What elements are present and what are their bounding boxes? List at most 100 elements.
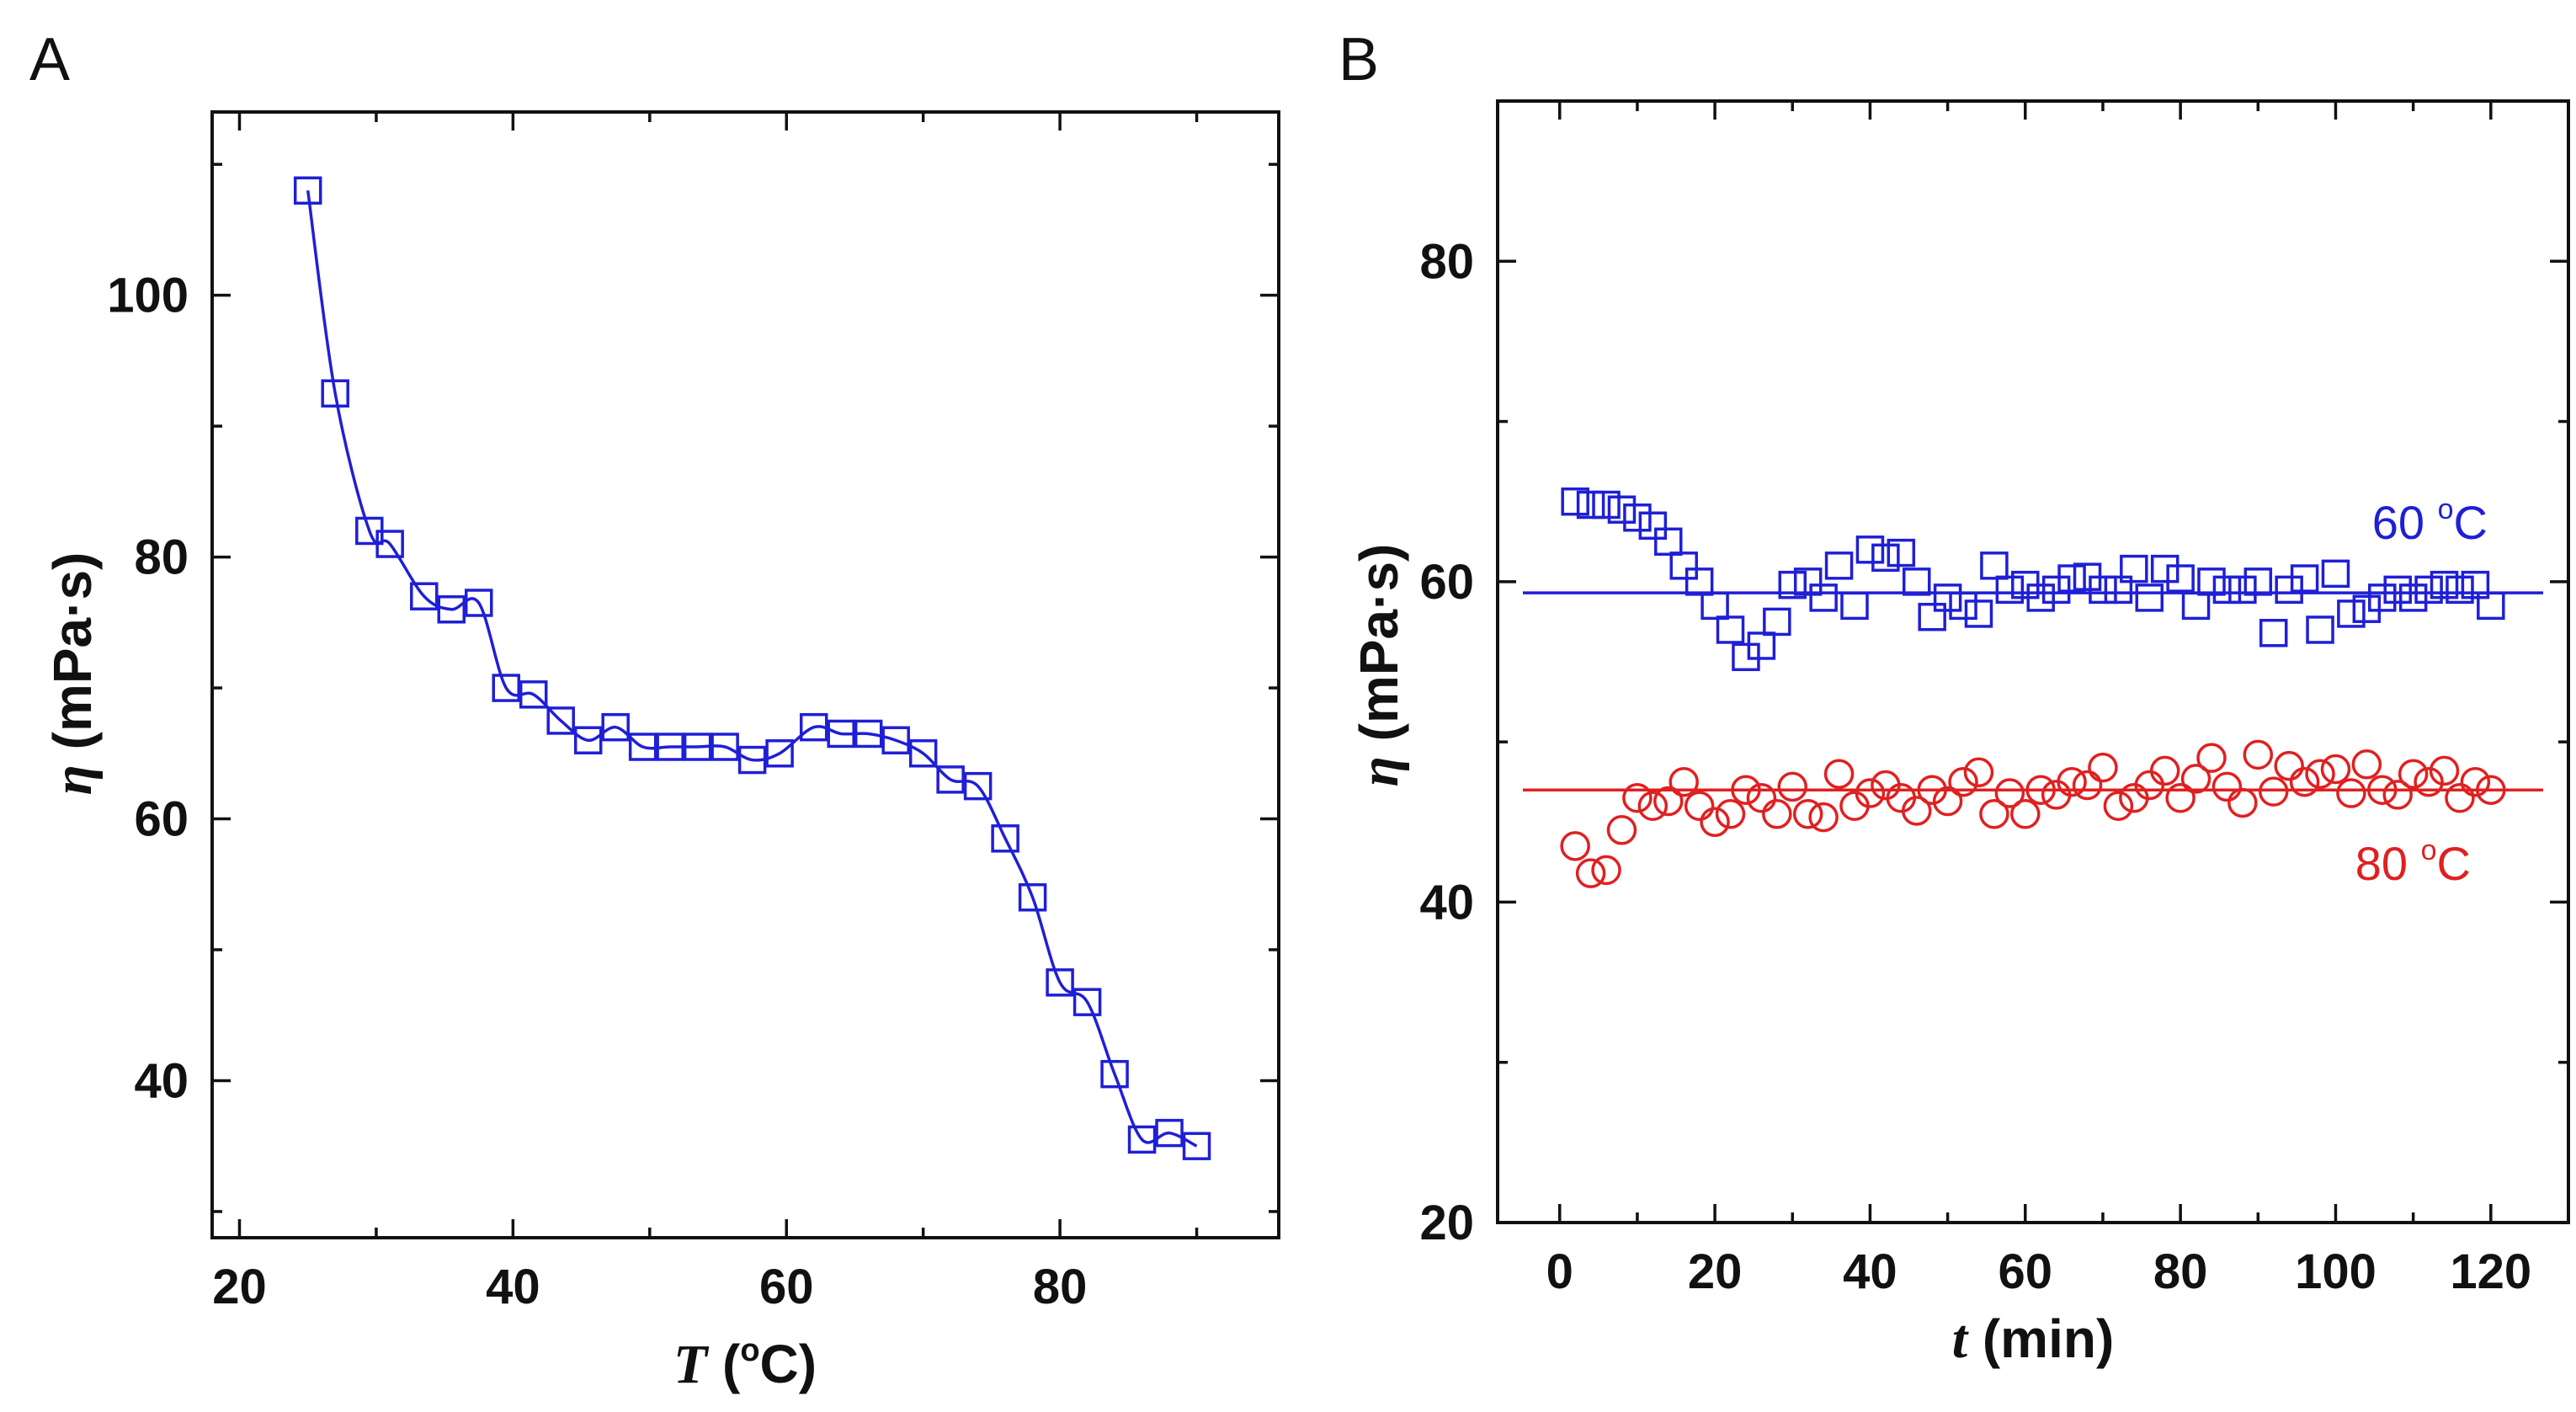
data-point-square [2306,615,2334,644]
data-point-square [492,674,520,702]
data-point-circle [2382,780,2413,810]
data-point-square [1592,490,1621,520]
data-point-circle [1777,771,1808,802]
data-point-circle [1823,759,1855,789]
data-point-square [827,719,855,749]
data-point-square [2197,567,2226,596]
data-point-circle [2057,766,2087,797]
x-tick-label: 20 [212,1260,267,1314]
chart-panel-b: 0 20 40 60 80 100 120 20 40 60 80 60 oC 80 oC t (m… [1349,99,2570,1370]
y-tick-label: 80 [134,530,189,585]
data-point-circle [1963,757,1994,788]
data-point-square [2383,575,2412,605]
data-point-circle [2336,778,2366,808]
data-point-square [628,733,657,761]
data-point-square [2368,583,2397,612]
y-tick-label: 40 [1419,875,1474,930]
data-point-square [1638,511,1668,541]
data-point-square [2057,564,2086,593]
data-point-square [1964,599,1993,628]
data-point-circle [2367,775,2398,805]
data-point-square [293,176,322,205]
data-point-circle [1792,799,1823,829]
y-tick-label: 40 [134,1053,189,1108]
data-point-circle [2414,766,2444,797]
data-point-square [711,733,739,761]
data-point-square [1809,583,1838,612]
x-tick-label: 0 [1546,1244,1573,1299]
data-point-square [2337,599,2366,628]
data-point-circle [2320,754,2351,785]
x-tick-label: 20 [1688,1244,1743,1299]
data-point-circle [2010,799,2041,829]
data-point-circle [1917,775,1947,805]
y-tick-label: 60 [1419,555,1474,610]
x-tick-label: 100 [2295,1244,2376,1299]
chart-panel-a: 20 40 60 80 40 60 80 100 T (oC) η (mPa·s) [42,110,1280,1395]
data-point-square [2228,575,2257,605]
data-point-square [2104,575,2133,605]
markers-80c [1560,739,2506,888]
ticks-b [1498,99,2570,1224]
data-point-square [683,733,712,761]
data-point-circle [2149,755,2180,786]
data-point-circle [2072,770,2103,801]
data-point-square [1072,988,1102,1016]
data-point-square [656,733,684,761]
data-point-circle [1932,786,1963,817]
x-tick-label: 40 [486,1260,540,1314]
data-point-circle [1901,796,1932,826]
data-point-square [799,712,828,742]
data-point-square [1995,575,2025,605]
data-point-square [1100,1059,1129,1089]
data-point-square [854,719,883,749]
data-point-square [1763,607,1791,637]
data-point-circle [2429,755,2460,786]
data-point-circle [2227,787,2258,818]
data-point-square [908,739,938,768]
data-point-circle [2180,764,2211,794]
data-point-square [1793,567,1823,596]
plot-frame-b [1496,99,2570,1224]
data-point-square [2089,575,2117,605]
data-point-square [375,530,404,558]
data-point-square [765,739,794,768]
panel-letter-a: A [29,26,70,93]
data-point-square [1018,883,1047,912]
data-point-circle [1746,782,1777,813]
data-point-square [1669,551,1698,580]
plot-frame-a [210,110,1280,1239]
data-point-circle [2289,766,2320,797]
data-point-square [737,745,767,775]
data-point-square [573,726,603,754]
data-point-square [2414,575,2443,605]
data-point-square [1747,631,1776,660]
data-point-square [1127,1125,1157,1154]
y-tick-label: 80 [1419,234,1474,289]
data-point-square [2461,570,2490,599]
data-point-square [1716,615,1745,644]
data-point-square [1887,538,1916,567]
annotation-80c: 80 oC [2355,834,2471,890]
data-point-square [1871,543,1900,573]
data-point-square [1902,567,1931,596]
data-point-square [1155,1118,1184,1148]
x-tick-label: 80 [1033,1260,1088,1314]
data-point-circle [1948,766,1978,797]
data-point-square [321,379,349,408]
fit-line-a [306,190,1198,1148]
data-point-square [1980,551,2009,580]
y-axis-label-b: η (mPa·s) [1349,544,1410,787]
x-tick-label: 40 [1843,1244,1897,1299]
x-axis-label-b: t (min) [1952,1308,2115,1370]
data-point-square [1778,570,1807,599]
data-point-square [2135,583,2164,612]
x-tick-label: 60 [1999,1244,2053,1299]
data-point-square [2026,583,2055,612]
data-point-circle [2243,739,2274,770]
data-point-square [1182,1132,1211,1160]
data-point-square [881,726,910,754]
data-point-square [437,595,466,624]
y-tick-label: 20 [1419,1196,1474,1250]
